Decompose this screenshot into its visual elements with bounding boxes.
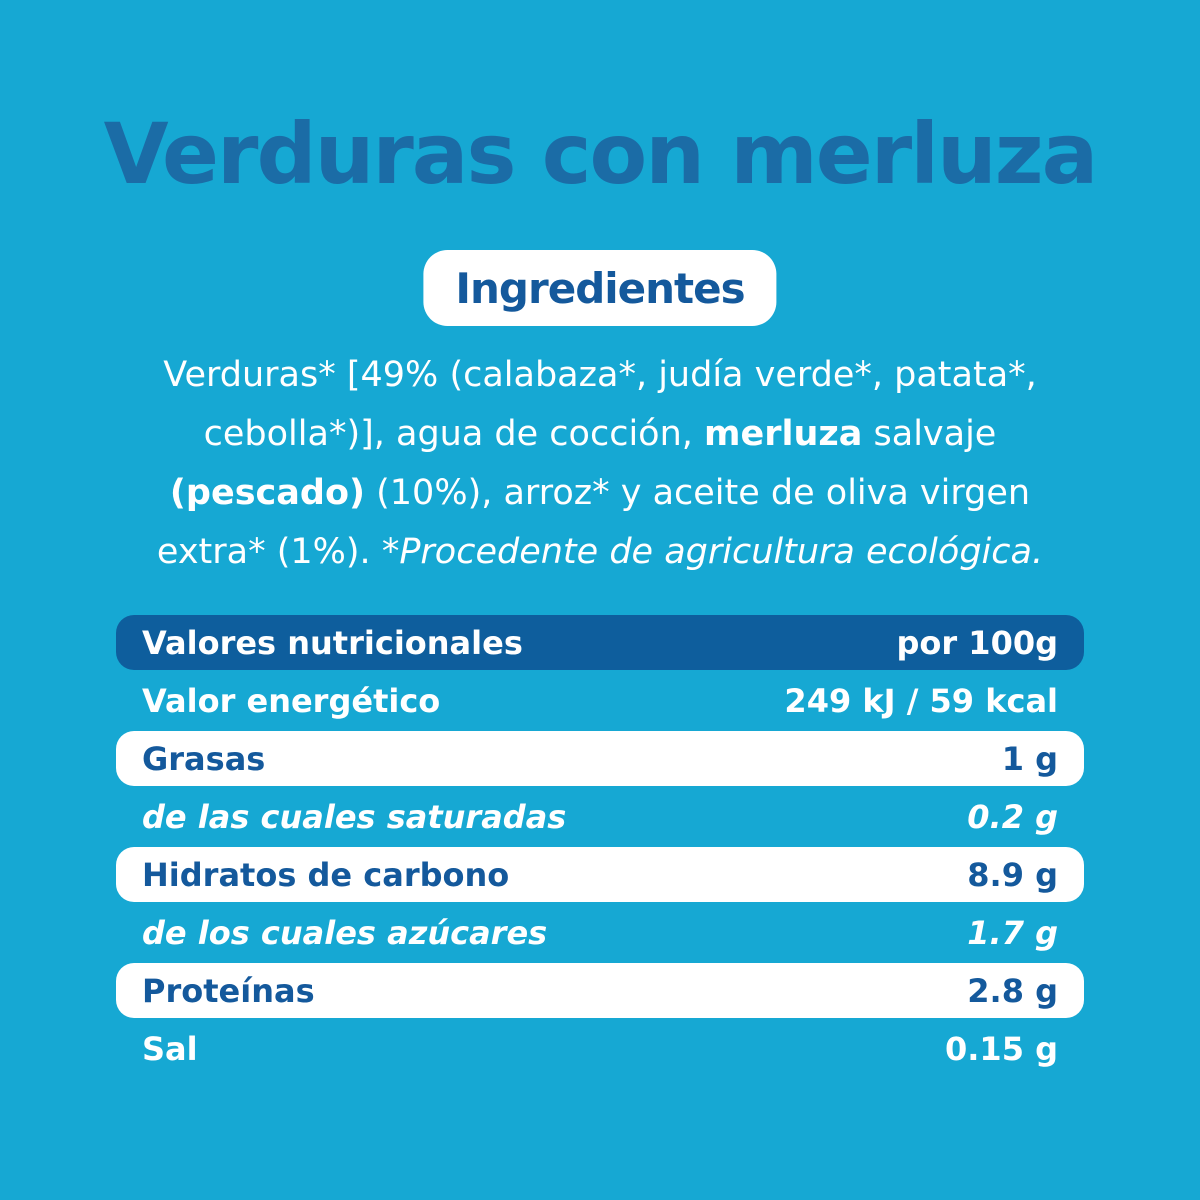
nutrition-row-value: 1 g [1001, 739, 1058, 778]
ingredients-segment: (10%), arroz* y aceite de oliva virgen [365, 473, 1031, 513]
nutrition-row-saturated-fat: de las cuales saturadas 0.2 g [116, 789, 1084, 844]
nutrition-row-label: Sal [142, 1029, 198, 1068]
ingredients-segment: Verduras* [49% (calabaza*, judía verde*,… [163, 355, 1037, 395]
nutrition-row-label: Proteínas [142, 971, 315, 1010]
ingredients-segment-bold: merluza [704, 414, 863, 454]
nutrition-row-fat: Grasas 1 g [116, 731, 1084, 786]
ingredients-segment: cebolla*)], agua de cocción, [203, 414, 705, 454]
ingredients-segment: extra* (1%). [156, 532, 382, 572]
ingredients-text: Verduras* [49% (calabaza*, judía verde*,… [50, 346, 1150, 582]
nutrition-row-value: 8.9 g [967, 855, 1058, 894]
nutrition-row-value: 2.8 g [967, 971, 1058, 1010]
ingredients-segment-italic: *Procedente de agricultura ecológica. [381, 532, 1044, 572]
nutrition-row-value: 249 kJ / 59 kcal [784, 681, 1058, 720]
nutrition-table-header-row: Valores nutricionales por 100g [116, 615, 1084, 670]
nutrition-row-label: Hidratos de carbono [142, 855, 510, 894]
nutrition-row-label: Grasas [142, 739, 266, 778]
nutrition-row-proteins: Proteínas 2.8 g [116, 963, 1084, 1018]
nutrition-header-label: Valores nutricionales [142, 623, 523, 662]
ingredients-line: extra* (1%). *Procedente de agricultura … [50, 523, 1150, 582]
ingredients-line: Verduras* [49% (calabaza*, judía verde*,… [50, 346, 1150, 405]
nutrition-header-value: por 100g [896, 623, 1058, 662]
ingredients-segment-bold: (pescado) [169, 473, 365, 513]
nutrition-row-carbohydrates: Hidratos de carbono 8.9 g [116, 847, 1084, 902]
ingredients-badge: Ingredientes [423, 250, 777, 326]
nutrition-row-value: 0.15 g [945, 1029, 1058, 1068]
ingredients-segment: salvaje [862, 414, 997, 454]
nutrition-table: Valores nutricionales por 100g Valor ene… [116, 615, 1084, 1079]
nutrition-row-value: 0.2 g [967, 797, 1058, 836]
nutrition-row-label: de las cuales saturadas [142, 797, 567, 836]
ingredients-line: cebolla*)], agua de cocción, merluza sal… [50, 405, 1150, 464]
nutrition-row-label: Valor energético [142, 681, 441, 720]
product-title: Verduras con merluza [103, 105, 1099, 203]
nutrition-row-label: de los cuales azúcares [142, 913, 548, 952]
ingredients-badge-label: Ingredientes [455, 263, 745, 313]
nutrition-row-value: 1.7 g [967, 913, 1058, 952]
ingredients-line: (pescado) (10%), arroz* y aceite de oliv… [50, 464, 1150, 523]
nutrition-row-salt: Sal 0.15 g [116, 1021, 1084, 1076]
nutrition-row-sugars: de los cuales azúcares 1.7 g [116, 905, 1084, 960]
nutrition-row-energy: Valor energético 249 kJ / 59 kcal [116, 673, 1084, 728]
